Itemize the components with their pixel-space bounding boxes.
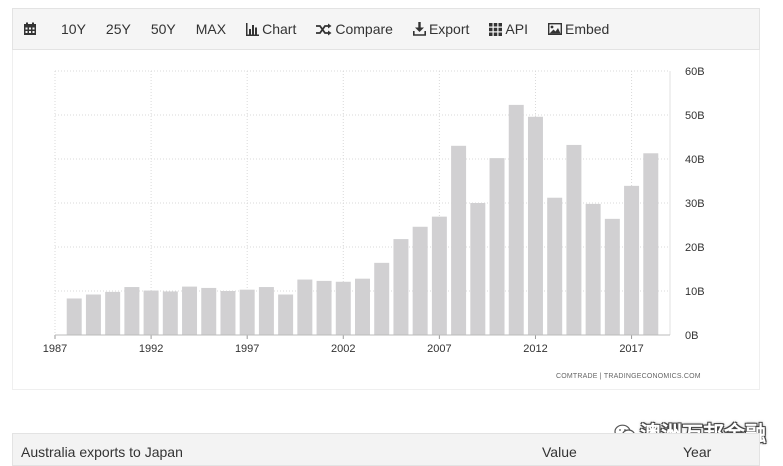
bar-chart: 0B 10B 20B 30B 40B 50B 60B 1987 1992 1997 2002 200…	[43, 66, 705, 355]
y-tick-label: 50B	[685, 110, 705, 122]
range-50y-button[interactable]: 50Y	[141, 9, 186, 49]
bar[interactable]	[412, 226, 428, 335]
x-tick-label: 1992	[139, 343, 163, 355]
bar[interactable]	[335, 281, 351, 335]
bar[interactable]	[316, 280, 332, 335]
embed-button[interactable]: Embed	[538, 9, 619, 49]
year-column-header: Year	[683, 444, 712, 460]
bar[interactable]	[431, 216, 447, 335]
bar[interactable]	[220, 291, 236, 335]
bar[interactable]	[566, 144, 582, 335]
bar[interactable]	[393, 239, 409, 335]
compare-button[interactable]: Compare	[306, 9, 403, 49]
chart-button[interactable]: Chart	[236, 9, 306, 49]
bar[interactable]	[604, 218, 620, 335]
bar[interactable]	[489, 158, 505, 335]
bar[interactable]	[585, 203, 601, 335]
bar[interactable]	[66, 298, 82, 335]
bar[interactable]	[508, 104, 524, 335]
x-tick-label: 2007	[427, 343, 451, 355]
bar[interactable]	[547, 197, 563, 335]
range-25y-label: 25Y	[105, 21, 131, 37]
x-tick-label: 2002	[331, 343, 355, 355]
grid-icon	[489, 22, 503, 36]
x-axis: 1987 1992 1997 2002 2007 2012 2017	[43, 334, 670, 355]
y-tick-label: 40B	[685, 154, 705, 166]
embed-label: Embed	[564, 21, 610, 37]
y-tick-label: 30B	[685, 198, 705, 210]
y-axis: 0B 10B 20B 30B 40B 50B 60B	[669, 66, 705, 342]
export-button[interactable]: Export	[403, 9, 479, 49]
range-max-label: MAX	[195, 21, 227, 37]
chart-toolbar: 10Y 25Y 50Y MAX Chart Compare Export	[12, 8, 760, 50]
bar[interactable]	[85, 294, 101, 335]
range-50y-label: 50Y	[150, 21, 176, 37]
y-tick-label: 20B	[685, 242, 705, 254]
bar[interactable]	[182, 286, 198, 335]
api-button[interactable]: API	[479, 9, 538, 49]
shuffle-icon	[316, 23, 332, 35]
data-table-header: Australia exports to Japan Value Year	[12, 433, 760, 466]
bar[interactable]	[105, 291, 121, 335]
table-title: Australia exports to Japan	[21, 444, 183, 460]
bar[interactable]	[374, 262, 390, 335]
export-label: Export	[428, 21, 470, 37]
calendar-icon	[24, 22, 36, 35]
bar[interactable]	[258, 287, 274, 335]
bar[interactable]	[162, 291, 178, 335]
bar[interactable]	[470, 203, 486, 335]
bar[interactable]	[278, 294, 294, 335]
y-tick-label: 10B	[685, 286, 705, 298]
y-tick-label: 0B	[685, 330, 698, 342]
bar-chart-icon	[246, 22, 260, 36]
bar[interactable]	[643, 153, 659, 335]
x-tick-label: 2012	[523, 343, 547, 355]
download-icon	[412, 22, 426, 36]
bar[interactable]	[201, 287, 217, 335]
x-tick-label: 2017	[619, 343, 643, 355]
image-icon	[547, 23, 562, 35]
chart-label: Chart	[262, 21, 297, 37]
value-column-header: Value	[542, 444, 577, 460]
chart-bars	[66, 104, 659, 335]
bar[interactable]	[143, 290, 159, 335]
bar[interactable]	[239, 289, 255, 335]
date-range-button[interactable]	[13, 9, 51, 49]
range-10y-label: 10Y	[61, 21, 86, 37]
y-tick-label: 60B	[685, 66, 705, 78]
bar[interactable]	[527, 116, 543, 335]
chart-source: COMTRADE | TRADINGECONOMICS.COM	[556, 373, 701, 380]
bar[interactable]	[355, 278, 370, 335]
api-label: API	[505, 21, 528, 37]
x-tick-label: 1997	[235, 343, 259, 355]
bar[interactable]	[451, 145, 467, 335]
range-10y-button[interactable]: 10Y	[51, 9, 96, 49]
x-tick-label: 1987	[43, 343, 67, 355]
range-max-button[interactable]: MAX	[186, 9, 236, 49]
compare-label: Compare	[335, 21, 393, 37]
range-25y-button[interactable]: 25Y	[96, 9, 141, 49]
bar[interactable]	[124, 287, 140, 335]
bar[interactable]	[624, 185, 640, 335]
bar[interactable]	[297, 279, 313, 335]
